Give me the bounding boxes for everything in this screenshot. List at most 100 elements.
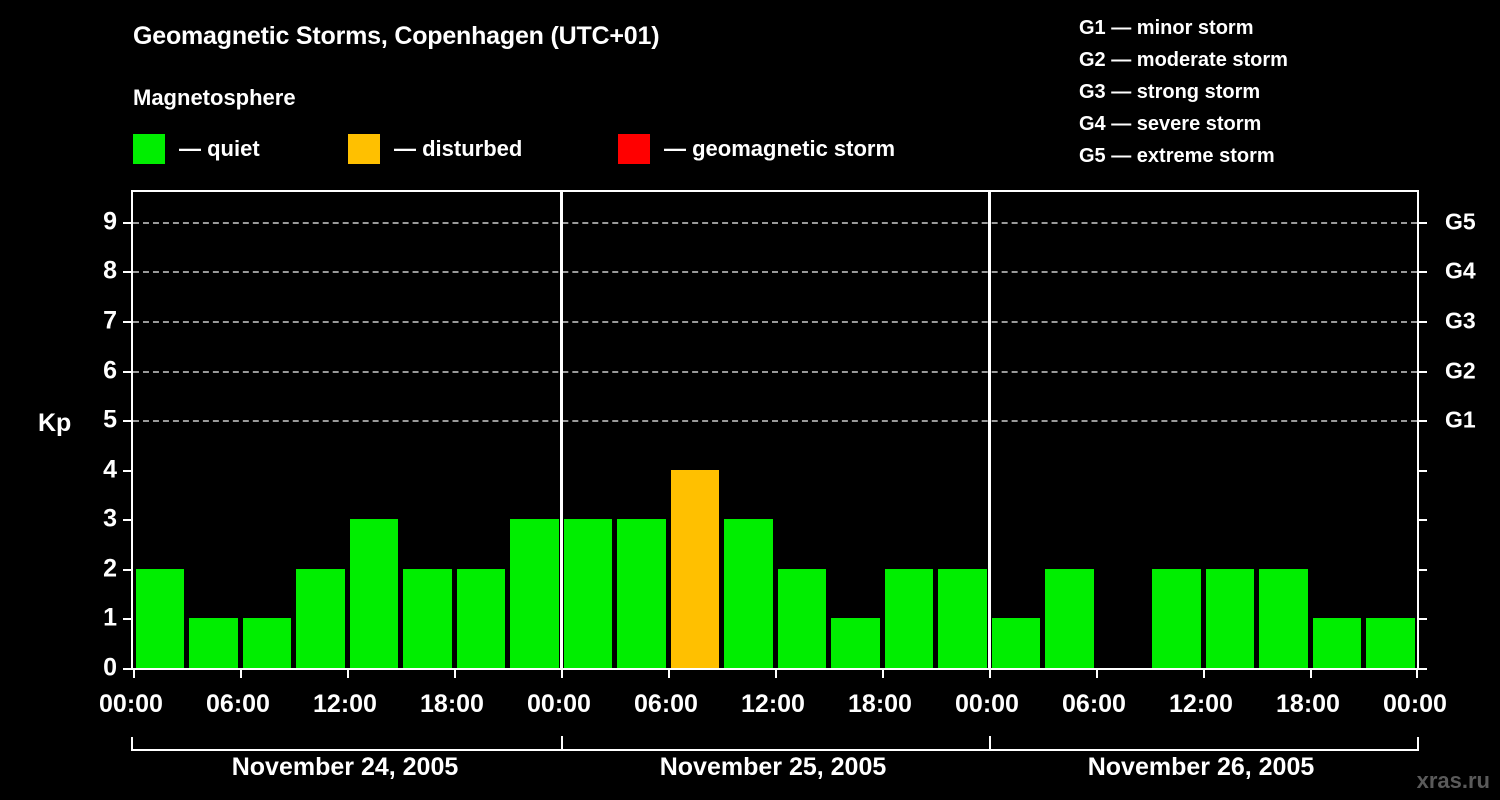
x-axis-tick — [133, 668, 135, 678]
y-axis-label: 7 — [103, 306, 117, 335]
storm-swatch — [618, 134, 650, 164]
y-axis-tick-right — [1417, 618, 1427, 621]
y-axis-label: 5 — [103, 405, 117, 434]
plot-area — [133, 192, 1417, 668]
y-axis-label: 3 — [103, 504, 117, 533]
y-axis-tick-right — [1417, 370, 1427, 373]
y-axis-tick — [123, 469, 133, 472]
y-axis-tick-right — [1417, 320, 1427, 323]
kp-bar — [403, 568, 452, 668]
day-bracket-tick — [561, 736, 563, 750]
x-axis-label: 06:00 — [206, 690, 270, 718]
kp-bar — [1152, 568, 1201, 668]
g-scale-label: G5 — [1445, 208, 1476, 235]
g-legend-item: G1 — minor storm — [1079, 17, 1254, 39]
y-axis-tick-right — [1417, 271, 1427, 274]
day-divider — [987, 192, 991, 668]
x-axis-tick — [668, 668, 670, 678]
disturbed-swatch — [348, 134, 380, 164]
gridline — [133, 271, 1417, 274]
g-scale-legend: G1 — minor storm G2 — moderate storm G3 — … — [1079, 12, 1288, 172]
y-axis-tick — [123, 568, 133, 571]
day-bracket — [131, 736, 1419, 751]
x-axis-label: 12:00 — [1169, 690, 1233, 718]
kp-bar — [884, 568, 933, 668]
x-axis-tick — [240, 668, 242, 678]
x-axis-label: 18:00 — [420, 690, 484, 718]
y-axis-label: 6 — [103, 356, 117, 384]
kp-bar — [1312, 618, 1361, 668]
kp-bar — [777, 568, 826, 668]
g-scale-label: G3 — [1445, 307, 1476, 334]
y-axis-tick-right — [1417, 469, 1427, 472]
x-axis-tick — [347, 668, 349, 678]
y-axis-label: 1 — [103, 603, 117, 632]
y-axis-tick-right — [1417, 221, 1427, 224]
kp-bar — [991, 618, 1040, 668]
x-axis-tick — [1203, 668, 1205, 678]
y-axis-tick — [123, 370, 133, 373]
kp-bar — [296, 568, 345, 668]
g-scale-label: G1 — [1445, 406, 1476, 433]
kp-bar — [1205, 568, 1254, 668]
y-axis-label: 0 — [103, 653, 117, 682]
kp-bar — [831, 618, 880, 668]
y-axis-label: 8 — [103, 256, 117, 285]
legend-entry: — geomagnetic storm — [618, 133, 895, 165]
g-legend-item: G5 — extreme storm — [1079, 145, 1275, 167]
kp-bar — [1045, 568, 1094, 668]
y-axis-tick-right — [1417, 420, 1427, 423]
y-axis-tick — [123, 668, 133, 670]
x-axis-label: 06:00 — [1062, 690, 1126, 718]
g-legend-item: G4 — severe storm — [1079, 113, 1262, 135]
day-bracket-tick — [989, 736, 991, 750]
x-axis-tick — [1416, 668, 1418, 678]
g-legend-item: G2 — moderate storm — [1079, 49, 1288, 71]
g-scale-label: G2 — [1445, 357, 1476, 383]
x-axis-label: 00:00 — [99, 690, 163, 718]
legend-entry-label: — geomagnetic storm — [664, 136, 896, 161]
y-axis-label: 4 — [103, 455, 117, 484]
x-axis-label: 06:00 — [634, 690, 698, 718]
gridline — [133, 420, 1417, 423]
x-axis-tick — [1096, 668, 1098, 678]
y-axis-tick — [123, 221, 133, 224]
y-axis-label: 9 — [103, 207, 117, 236]
kp-bar — [1259, 568, 1308, 668]
plot-frame: 0 1 2 3 4 5 6 7 8 9 G1 G2 G3 G4 G5 — [103, 190, 1476, 682]
kp-bar — [456, 568, 505, 668]
y-axis-tick-right — [1417, 568, 1427, 571]
x-axis-tick — [454, 668, 456, 678]
x-axis-label: 18:00 — [848, 690, 912, 718]
kp-bar — [724, 519, 773, 668]
kp-bar — [349, 519, 398, 668]
kp-bar — [1366, 618, 1415, 668]
quiet-swatch — [133, 134, 165, 164]
legend-entry: — quiet — [133, 133, 260, 165]
kp-bar — [510, 519, 559, 668]
x-axis-label: 00:00 — [527, 690, 591, 718]
x-axis-label: 00:00 — [955, 690, 1019, 718]
x-axis-label: 12:00 — [741, 690, 805, 718]
y-axis-tick-right — [1417, 519, 1427, 522]
kp-bar — [670, 469, 719, 668]
x-axis-label: 00:00 — [1383, 690, 1447, 718]
page-title: Geomagnetic Storms, Copenhagen (UTC+01) — [133, 22, 660, 50]
legend-entry-label: — disturbed — [394, 136, 523, 161]
y-axis-tick — [123, 618, 133, 621]
gridline — [133, 370, 1417, 373]
y-axis-tick — [123, 519, 133, 522]
g-legend-item: G3 — strong storm — [1079, 81, 1261, 103]
legend-entry: — disturbed — [348, 133, 522, 165]
kp-bar — [135, 568, 184, 668]
y-axis-label: 2 — [103, 554, 117, 583]
magnetosphere-subtitle: Magnetosphere — [133, 85, 296, 110]
kp-bar — [242, 618, 291, 668]
watermark: xras.ru — [1416, 768, 1490, 793]
kp-bar — [617, 519, 666, 668]
x-axis-label: 18:00 — [1276, 690, 1340, 718]
legend-entry-label: — quiet — [179, 136, 260, 161]
day-label: November 24, 2005 — [231, 753, 459, 781]
kp-bar — [938, 568, 987, 668]
g-scale-label: G4 — [1445, 257, 1476, 284]
